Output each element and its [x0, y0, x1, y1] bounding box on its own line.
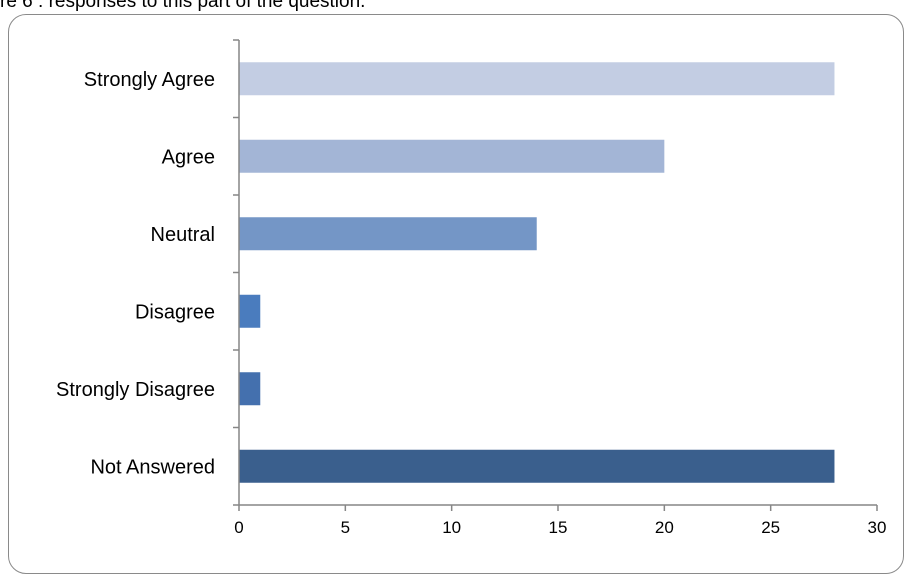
x-tick-label-30: 30 [868, 518, 887, 537]
bar-strongly-disagree [239, 372, 261, 406]
bar-not-answered [239, 449, 835, 483]
labels-layer: Strongly Agree Agree Neutral Disagree Strong… [56, 69, 886, 537]
x-tick-label-25: 25 [761, 518, 780, 537]
bars-layer [239, 62, 835, 483]
x-tick-label-10: 10 [442, 518, 461, 537]
bar-agree [239, 139, 665, 173]
category-label-not-answered: Not Answered [90, 456, 215, 478]
category-label-disagree: Disagree [135, 301, 215, 323]
bar-neutral [239, 217, 537, 251]
category-label-strongly-disagree: Strongly Disagree [56, 379, 215, 401]
bar-strongly-agree [239, 62, 835, 96]
x-tick-label-5: 5 [341, 518, 350, 537]
category-label-neutral: Neutral [151, 224, 215, 246]
axes-layer [233, 39, 878, 511]
category-label-agree: Agree [162, 146, 215, 168]
category-label-strongly-agree: Strongly Agree [84, 69, 215, 91]
figure-caption: re 6 : responses to this part of the que… [0, 0, 366, 12]
x-tick-label-0: 0 [234, 518, 243, 537]
x-tick-label-15: 15 [549, 518, 568, 537]
bar-disagree [239, 294, 261, 328]
x-tick-label-20: 20 [655, 518, 674, 537]
